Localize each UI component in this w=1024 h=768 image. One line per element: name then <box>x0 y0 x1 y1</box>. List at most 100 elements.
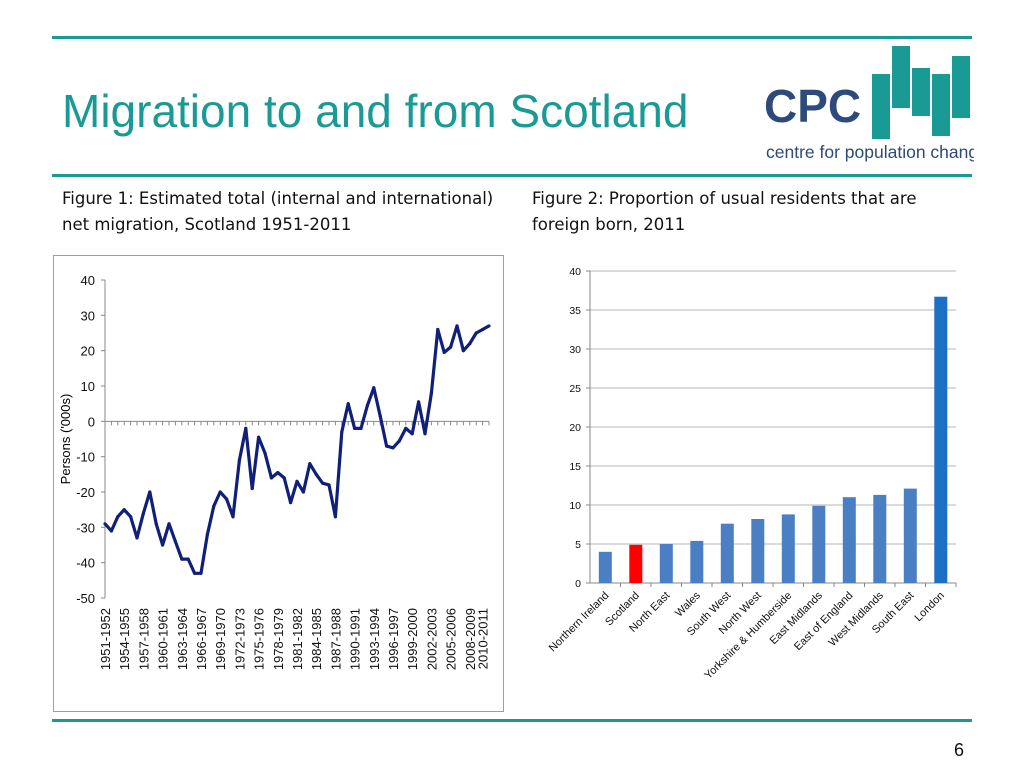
data-point <box>141 511 145 515</box>
x-tick-label: 1951-1952 <box>98 608 113 670</box>
y-tick-label: -10 <box>76 450 95 465</box>
bar <box>720 523 734 583</box>
data-point <box>225 497 229 501</box>
data-point <box>487 324 491 328</box>
bar <box>812 505 826 583</box>
data-point <box>461 349 465 353</box>
x-tick-label: 1999-2000 <box>405 608 420 670</box>
data-point <box>423 432 427 436</box>
data-point <box>359 426 363 430</box>
data-point <box>103 522 107 526</box>
data-point <box>442 350 446 355</box>
data-point <box>154 522 158 526</box>
x-tick-label: 1972-1973 <box>232 608 247 670</box>
data-point <box>161 543 165 547</box>
bar <box>659 544 673 583</box>
bar <box>934 296 948 583</box>
data-point <box>173 539 177 544</box>
data-point <box>314 472 318 476</box>
x-tick-label: 2005-2006 <box>444 608 459 670</box>
bar <box>873 494 887 583</box>
x-tick-label: 1990-1991 <box>348 608 363 670</box>
y-tick-label: 10 <box>569 500 581 512</box>
data-point <box>295 479 299 483</box>
logo-text: CPC <box>764 80 861 132</box>
figure-2-caption: Figure 2: Proportion of usual residents … <box>532 189 917 234</box>
y-tick-label: 30 <box>81 308 95 323</box>
data-point <box>417 400 421 404</box>
logo-tagline: centre for population change <box>766 142 974 162</box>
data-point <box>257 435 261 439</box>
bar <box>598 551 612 583</box>
y-tick-label: 20 <box>81 344 95 359</box>
y-tick-label: 0 <box>88 414 95 429</box>
slide-number: 6 <box>953 740 964 760</box>
data-point <box>385 444 389 448</box>
x-tick-label: 2010-2011 <box>476 608 491 669</box>
x-tick-label: 1987-1988 <box>328 608 343 670</box>
figure-1-frame: 40 30 20 10 0 -10 -20 -30 -40 -50 1951-1952 1954-19… <box>53 255 504 712</box>
x-tick-label: 1975-1976 <box>252 608 267 670</box>
data-point <box>167 522 171 526</box>
data-point <box>327 483 331 487</box>
x-tick-label: 1981-1982 <box>290 608 305 670</box>
data-point <box>212 504 216 508</box>
x-tick-label: 1954-1955 <box>117 608 132 670</box>
y-tick-label: -40 <box>76 556 95 571</box>
y-tick-label: 0 <box>575 578 581 590</box>
logo-bar-2 <box>892 46 910 108</box>
data-point <box>474 331 478 335</box>
logo-bar-4 <box>932 74 950 136</box>
data-point <box>122 508 126 512</box>
x-tick-label: 1966-1967 <box>194 608 209 670</box>
data-point <box>410 432 414 436</box>
x-tick-label: East Midlands <box>768 589 826 647</box>
bar <box>629 544 643 583</box>
data-point <box>180 557 184 561</box>
y-tick-label: 10 <box>81 379 95 394</box>
data-point <box>237 458 241 462</box>
data-point <box>308 462 312 466</box>
y-tick-label: 30 <box>569 344 581 356</box>
data-point <box>301 490 305 494</box>
data-point <box>436 327 440 332</box>
bar <box>903 488 917 583</box>
data-point <box>429 391 433 395</box>
data-point <box>455 324 459 328</box>
y-tick-label: 40 <box>569 266 581 278</box>
bottom-rule <box>52 719 972 722</box>
data-point <box>276 470 280 475</box>
data-point <box>365 403 369 408</box>
bar <box>751 519 765 583</box>
x-tick-label: 1993-1994 <box>367 608 382 670</box>
data-point <box>129 515 133 519</box>
data-point <box>289 501 293 505</box>
x-tick-label: 1984-1985 <box>309 608 324 670</box>
slide-title: Migration to and from Scotland <box>62 85 689 137</box>
data-point <box>372 386 376 390</box>
data-point <box>346 402 350 406</box>
y-tick-label: 40 <box>81 273 95 288</box>
data-point <box>244 426 248 430</box>
data-point <box>116 515 120 519</box>
data-point <box>263 451 267 455</box>
bar <box>781 514 795 583</box>
cpc-logo: CPC centre for population change <box>762 44 988 164</box>
x-tick-label: 2008-2009 <box>463 608 478 670</box>
data-point <box>193 571 197 575</box>
data-point <box>378 414 382 418</box>
data-point <box>397 439 401 443</box>
x-tick-label: 1969-1970 <box>213 608 228 670</box>
y-tick-label: 20 <box>569 422 581 434</box>
data-point <box>269 476 273 480</box>
x-tick-label: 1996-1997 <box>386 608 401 670</box>
data-point <box>186 557 190 561</box>
data-point <box>282 476 286 480</box>
y-tick-label: 15 <box>569 461 581 473</box>
x-tick-label: 1963-1964 <box>175 608 190 670</box>
x-tick-label: 1978-1979 <box>271 608 286 670</box>
data-point <box>148 490 152 494</box>
y-tick-label: -20 <box>76 485 95 500</box>
data-point <box>340 430 344 434</box>
y-tick-label: 25 <box>569 383 581 395</box>
